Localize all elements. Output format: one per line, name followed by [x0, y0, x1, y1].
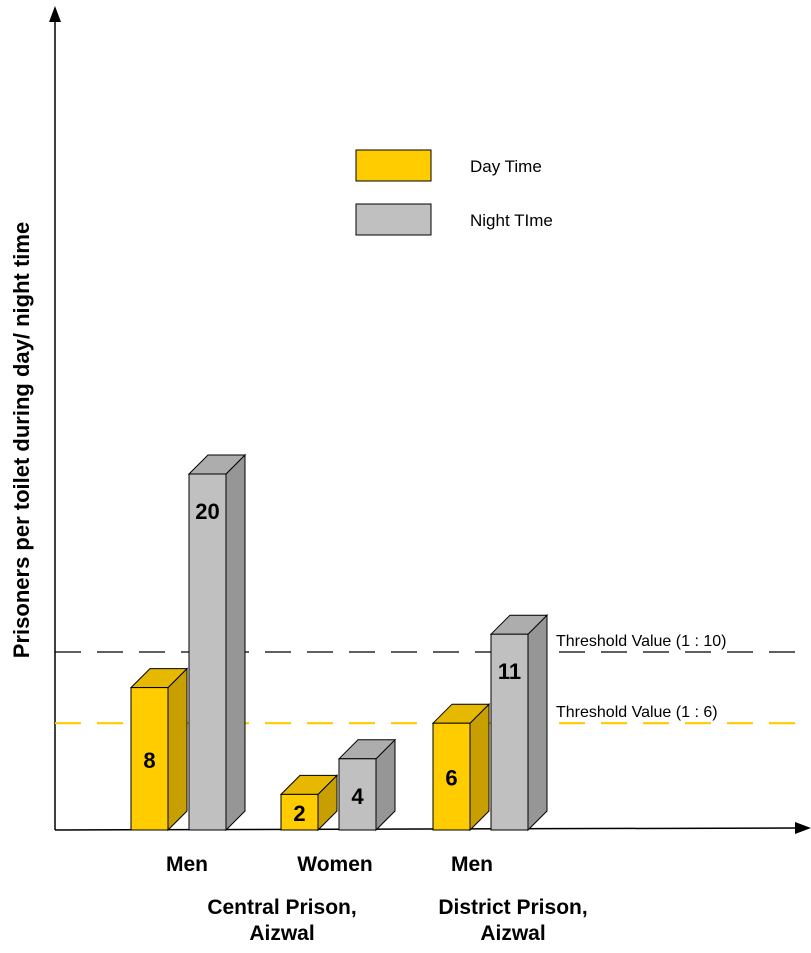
data-label-day-1: 8 — [143, 748, 155, 773]
legend-label-2: Night TIme — [470, 211, 553, 230]
legend-swatch-2 — [355, 203, 432, 236]
legend: Day Time Night TIme — [355, 149, 553, 236]
bars: 8 2 6 20 4 11 — [129, 453, 549, 832]
category-label-2: Women — [297, 853, 372, 876]
x-axis-arrow — [795, 822, 811, 834]
axes — [49, 6, 811, 834]
category-label-1: Men — [166, 853, 208, 876]
reference-line-label-2: Threshold Value (1 : 6) — [556, 704, 718, 721]
bar-night-3: 11 — [489, 613, 549, 832]
reference-line-label-1: Threshold Value (1 : 10) — [556, 633, 726, 650]
x-axis — [54, 827, 799, 831]
data-label-night-1: 20 — [195, 499, 219, 524]
data-label-day-3: 6 — [445, 766, 457, 791]
y-axis-label: Prisoners per toilet during day/ night t… — [9, 222, 34, 658]
y-axis-arrow — [49, 6, 61, 22]
bar-day-3: 6 — [431, 702, 491, 832]
bar-day-1: 8 — [129, 667, 189, 832]
bar-day-2: 2 — [279, 774, 339, 832]
reference-lines: Threshold Value (1 : 10) Threshold Value … — [55, 633, 811, 725]
x-axis-labels: Men Women Men Central Prison, Aizwal District… — [166, 853, 588, 945]
group-label-1: Central Prison, Aizwal — [207, 896, 356, 945]
bar-night-1: 20 — [187, 453, 247, 832]
data-label-day-2: 2 — [293, 801, 305, 826]
data-label-night-3: 11 — [498, 659, 521, 684]
legend-label-1: Day Time — [470, 157, 542, 176]
data-label-night-2: 4 — [351, 784, 364, 809]
category-label-3: Men — [451, 853, 493, 876]
group-label-2: District Prison, Aizwal — [438, 896, 587, 945]
bar-night-2: 4 — [337, 738, 397, 832]
legend-swatch-1 — [355, 149, 432, 182]
